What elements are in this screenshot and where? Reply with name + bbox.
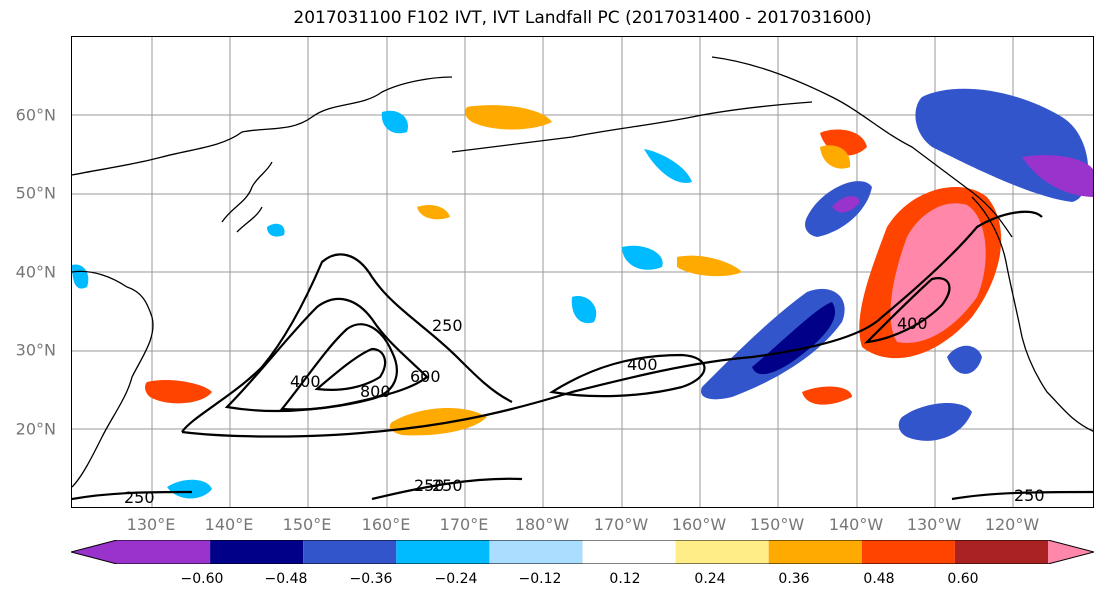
negative-anomaly-aleutian	[644, 149, 692, 183]
ivt-contour-label-250-west: 250	[124, 488, 155, 507]
ivt-contour-400-east	[863, 277, 951, 344]
lat-label-20n: 20°N	[15, 419, 56, 439]
colorbar-segment-5	[582, 540, 676, 564]
lon-label-180w: 180°W	[514, 515, 570, 534]
ivt-contour-label-250-southwest: 250	[414, 476, 445, 495]
positive-anomaly-subtropic	[802, 386, 852, 405]
lon-label-160w: 160°W	[671, 515, 727, 534]
asia-coastline	[72, 76, 453, 488]
negative-anomaly-west-edge	[72, 264, 89, 289]
colorbar-segment-0	[71, 540, 211, 564]
colorbar-segment-8	[861, 540, 955, 564]
ivt-contour-label-250-north: 250	[432, 316, 463, 335]
ivt-contour-label-250-south: 250	[432, 476, 463, 495]
colorbar-tick-minus-0-48: −0.48	[264, 571, 308, 587]
japan-coastline	[221, 161, 273, 233]
ivt-contours	[72, 210, 1093, 501]
colorbar-tick-0-36: 0.36	[778, 571, 810, 587]
negative-anomaly-canada-core	[1022, 155, 1093, 197]
ivt-contour-800	[314, 347, 387, 391]
ivt-contour-label-400-east: 400	[897, 314, 928, 333]
ivt-contour-600	[279, 323, 398, 411]
negative-anomaly-japan	[267, 223, 285, 237]
colorbar-tick-0-24: 0.24	[694, 571, 726, 587]
ivt-contour-400-central	[548, 353, 706, 398]
positive-anomaly-dateline	[677, 255, 742, 277]
negative-anomaly-south	[898, 402, 972, 441]
ivt-contour-250-south	[72, 477, 1093, 501]
colorbar	[71, 540, 1094, 564]
lat-label-50n: 50°N	[15, 183, 56, 203]
north-america-coastline	[971, 196, 1093, 432]
coastlines	[72, 56, 1093, 488]
lon-label-120w: 120°W	[984, 515, 1040, 534]
aleutian-coastline	[451, 101, 813, 153]
colorbar-tick-0-60: 0.60	[947, 571, 979, 587]
negative-anomaly-east-core	[752, 302, 836, 375]
lon-label-150w: 150°W	[749, 515, 805, 534]
negative-anomaly-kamchatka	[381, 110, 408, 134]
map-panel: 250 400 800 600 250 400 400 250 250 250	[71, 36, 1094, 508]
colorbar-segment-7	[768, 540, 862, 564]
ivt-contour-250	[181, 210, 1043, 438]
positive-anomaly-west	[145, 380, 212, 404]
positive-anomaly-north-pacific	[465, 105, 552, 130]
ivt-contour-label-250-southeast: 250	[1014, 486, 1045, 505]
positive-anomaly-small-north	[417, 205, 450, 220]
negative-anomaly-northeast-core	[832, 195, 860, 213]
colorbar-segment-3	[396, 540, 490, 564]
positive-anomaly-east-core	[890, 203, 986, 343]
colorbar-tick-minus-0-12: −0.12	[518, 571, 562, 587]
colorbar-tick-0-48: 0.48	[863, 571, 895, 587]
colorbar-segment-1	[210, 540, 304, 564]
colorbar-segments	[71, 540, 1094, 564]
lat-label-30n: 30°N	[15, 340, 56, 360]
colorbar-segment-4	[489, 540, 583, 564]
colorbar-tick-minus-0-60: −0.60	[180, 571, 224, 587]
positive-anomaly-alaska	[820, 145, 851, 169]
ivt-map: 250 400 800 600 250 400 400 250 250 250	[72, 37, 1093, 507]
colorbar-segment-10	[1048, 540, 1094, 564]
ivt-contour-label-400-central: 400	[627, 355, 658, 374]
lon-label-140e: 140°E	[204, 515, 254, 534]
ivt-contour-labels: 250 400 800 600 250 400 400 250 250 250	[124, 314, 1045, 507]
ivt-contour-label-600: 600	[410, 367, 441, 386]
lat-label-40n: 40°N	[15, 262, 56, 282]
figure-title: 2017031100 F102 IVT, IVT Landfall PC (20…	[293, 8, 872, 28]
alaska-coastline	[711, 56, 1013, 238]
lat-label-60n: 60°N	[15, 105, 56, 125]
lon-label-160e: 160°E	[361, 515, 411, 534]
ivt-landfall-pc-shading	[72, 88, 1093, 499]
lon-label-130w: 130°W	[906, 515, 962, 534]
lon-label-170e: 170°E	[439, 515, 489, 534]
colorbar-segment-2	[303, 540, 397, 564]
colorbar-tick-0-12: 0.12	[609, 571, 641, 587]
negative-anomaly-central	[571, 296, 597, 324]
lon-label-150e: 150°E	[282, 515, 332, 534]
lon-label-130e: 130°E	[126, 515, 176, 534]
colorbar-segment-9	[954, 540, 1048, 564]
lon-label-170w: 170°W	[593, 515, 649, 534]
ivt-contour-label-800: 800	[360, 382, 391, 401]
negative-anomaly-east-band	[701, 288, 845, 400]
ivt-contour-400-west	[224, 297, 429, 413]
negative-anomaly-west	[167, 479, 212, 499]
negative-anomaly-hawaii	[622, 245, 663, 270]
lon-label-140w: 140°W	[828, 515, 884, 534]
ivt-contour-label-400-west: 400	[290, 372, 321, 391]
positive-anomaly-central	[389, 407, 487, 436]
colorbar-tick-minus-0-36: −0.36	[349, 571, 393, 587]
colorbar-tick-minus-0-24: −0.24	[434, 571, 478, 587]
negative-anomaly-mexico	[947, 345, 982, 374]
colorbar-segment-6	[675, 540, 769, 564]
